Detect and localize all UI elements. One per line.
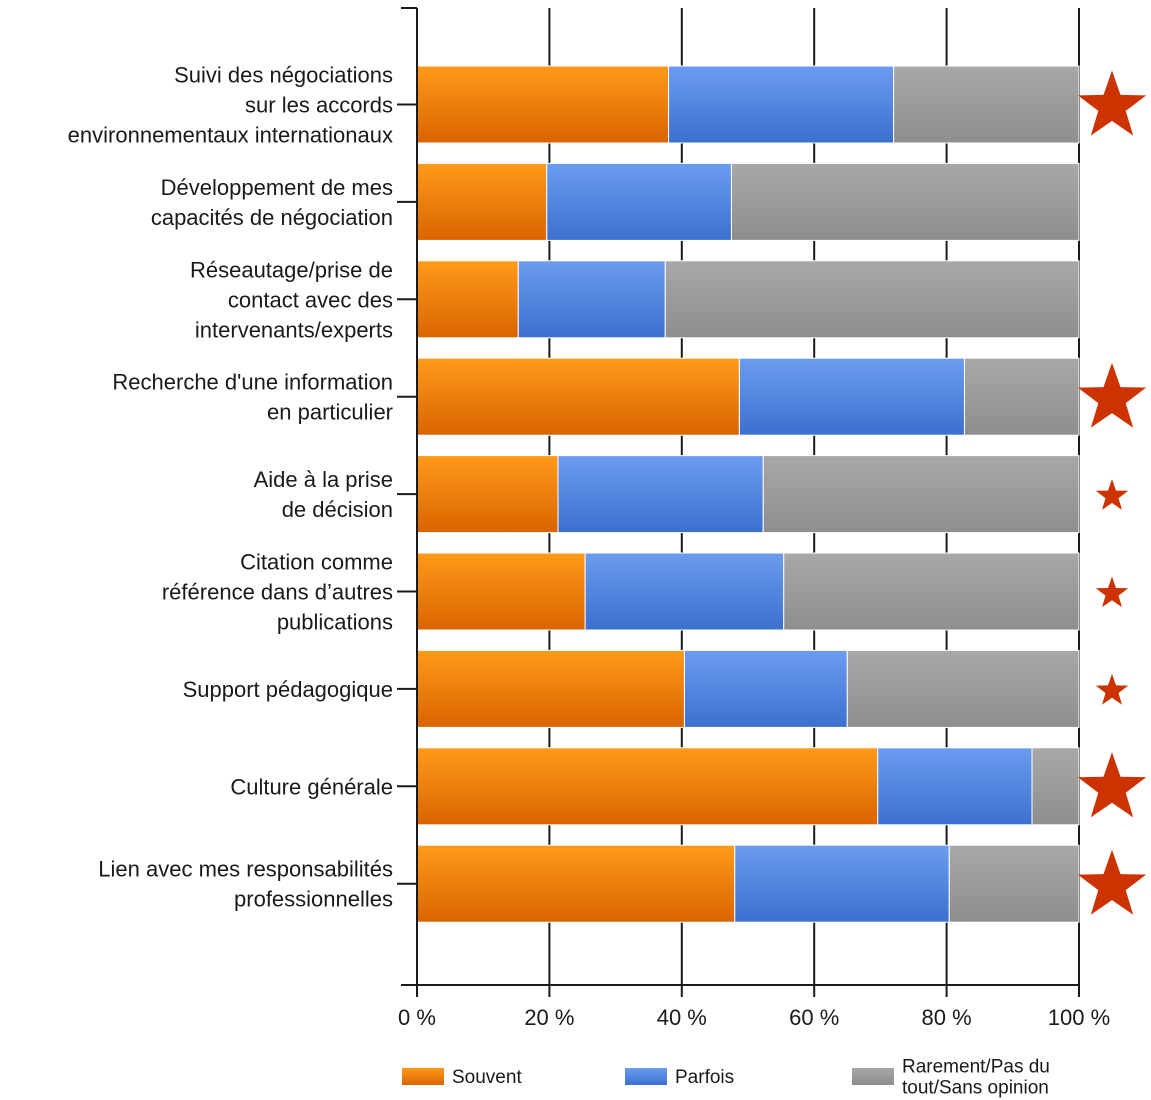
- legend-swatch: [402, 1068, 444, 1085]
- bar-segment: [416, 455, 559, 534]
- star-icon: [1095, 576, 1129, 608]
- bar-segment: [416, 649, 685, 728]
- bar-segment: [734, 844, 950, 923]
- bar-segment: [893, 65, 1080, 144]
- bar-segment: [416, 552, 586, 631]
- bars: [416, 65, 1080, 923]
- star-icon: [1077, 362, 1147, 428]
- bar-segment: [416, 260, 519, 339]
- category-label: Culture générale: [230, 774, 393, 799]
- star-icon: [1095, 479, 1129, 510]
- bar-segment: [546, 162, 732, 241]
- bar-segment: [664, 260, 1080, 339]
- category-label: Aide à la prise de décision: [254, 467, 393, 522]
- category-labels: Suivi des négociations sur les accords env…: [68, 63, 393, 912]
- category-label: Citation comme référence dans d’autres pub…: [162, 550, 393, 635]
- x-tick-label: 20 %: [524, 1005, 574, 1030]
- star-icon: [1077, 752, 1147, 818]
- axes: [397, 7, 1079, 997]
- star-icon: [1077, 849, 1147, 915]
- legend-label: Souvent: [452, 1067, 522, 1088]
- bar-segment: [416, 357, 740, 436]
- category-label: Recherche d'une information en particulie…: [112, 370, 393, 425]
- bar-segment: [877, 747, 1033, 826]
- bar-segment: [557, 455, 764, 534]
- x-tick-label: 40 %: [657, 1005, 707, 1030]
- category-label: Développement de mes capacités de négocia…: [151, 175, 393, 230]
- bar-segment: [1031, 747, 1080, 826]
- bar-segment: [416, 747, 879, 826]
- category-label: Support pédagogique: [183, 677, 393, 702]
- star-icon: [1095, 673, 1129, 705]
- legend-label: Parfois: [675, 1067, 734, 1088]
- bar-segment: [416, 844, 736, 923]
- bar-segment: [517, 260, 666, 339]
- bar-segment: [963, 357, 1080, 436]
- bar-segment: [683, 649, 848, 728]
- bar-segment: [416, 162, 548, 241]
- bar-segment: [738, 357, 965, 436]
- bar-segment: [668, 65, 895, 144]
- bar-segment: [416, 65, 670, 144]
- bar-segment: [846, 649, 1080, 728]
- x-tick-label: 0 %: [398, 1005, 436, 1030]
- category-label: Suivi des négociations sur les accords env…: [68, 63, 393, 148]
- x-tick-labels: 0 % 20 % 40 % 60 % 80 % 100 %: [398, 1005, 1110, 1030]
- star-markers: [1077, 70, 1147, 915]
- x-tick-label: 60 %: [789, 1005, 839, 1030]
- legend: Souvent Parfois Rarement/Pas du tout/Sans o…: [402, 1057, 1050, 1099]
- legend-swatch: [852, 1068, 894, 1085]
- category-label: Réseautage/prise de contact avec des inter…: [190, 257, 393, 342]
- x-tick-label: 100 %: [1048, 1005, 1110, 1030]
- x-tick-label: 80 %: [922, 1005, 972, 1030]
- bar-segment: [730, 162, 1080, 241]
- legend-label: Rarement/Pas du tout/Sans opinion: [902, 1057, 1050, 1099]
- bar-segment: [783, 552, 1080, 631]
- bar-segment: [584, 552, 785, 631]
- category-label: Lien avec mes responsabilités professionn…: [98, 857, 393, 912]
- star-icon: [1077, 70, 1147, 136]
- legend-swatch: [625, 1068, 667, 1085]
- bar-segment: [762, 455, 1080, 534]
- bar-segment: [948, 844, 1080, 923]
